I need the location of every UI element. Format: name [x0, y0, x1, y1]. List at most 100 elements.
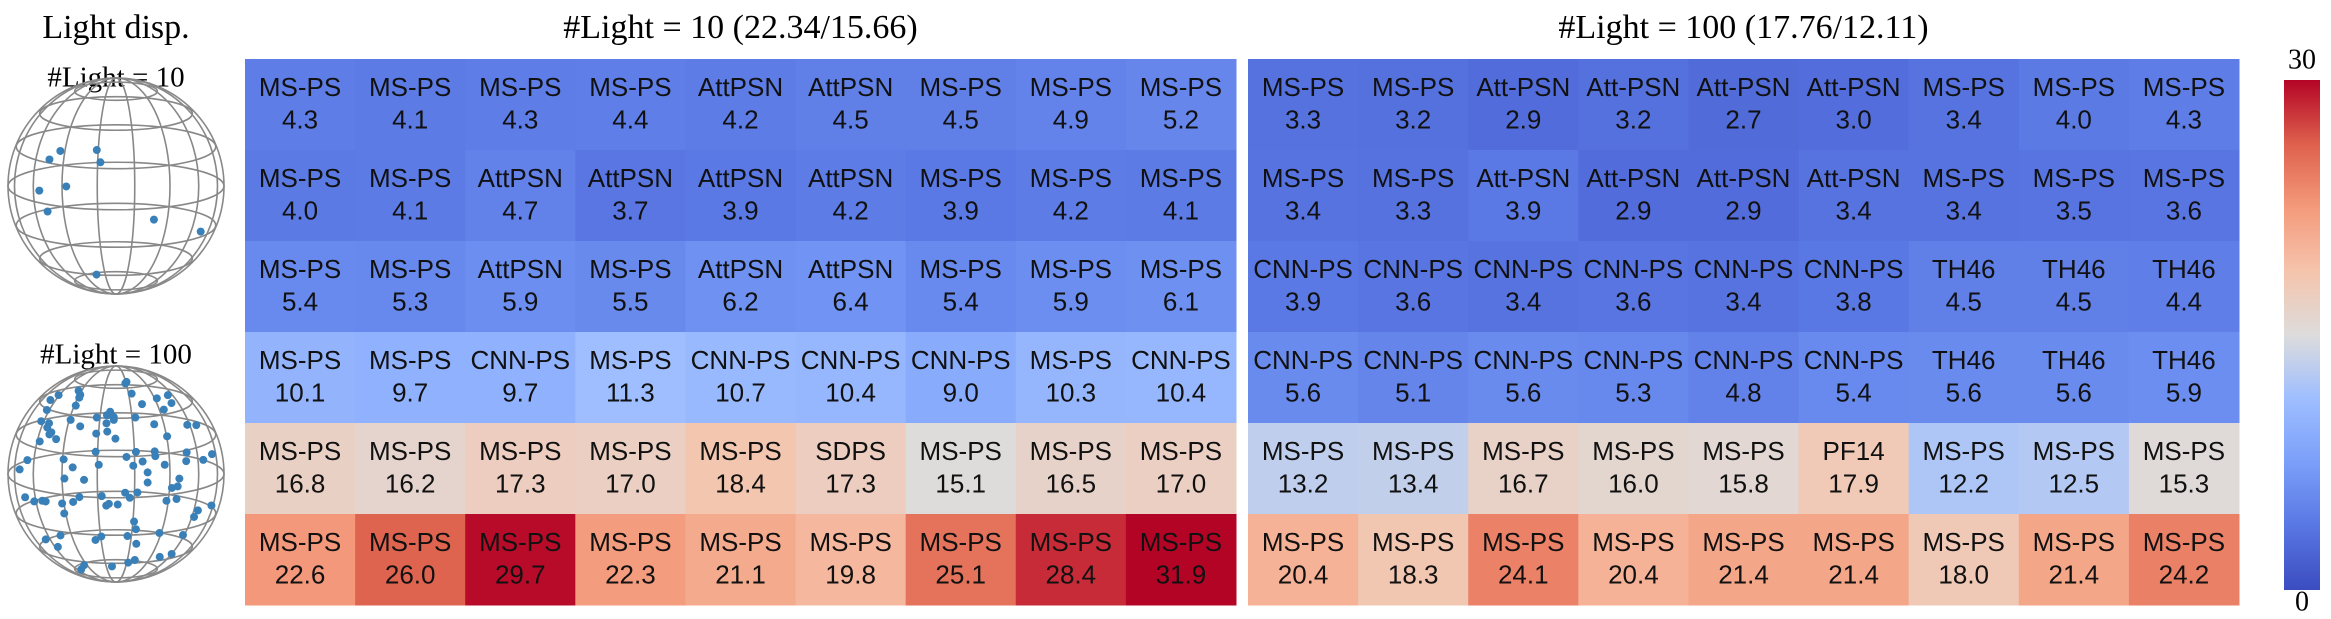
cell-method: CNN-PS: [470, 345, 570, 375]
cell-value: 28.4: [1046, 560, 1097, 590]
light-dot: [92, 429, 101, 438]
cell-value: 21.4: [1828, 560, 1879, 590]
latitude: [38, 95, 194, 132]
light-dot: [75, 493, 84, 502]
cell: [685, 514, 797, 606]
cell-method: MS-PS: [1482, 527, 1564, 557]
cell-method: CNN-PS: [1131, 345, 1231, 375]
longitude: [61, 77, 171, 295]
cell: [1798, 59, 1910, 151]
cell-method: CNN-PS: [1363, 345, 1463, 375]
cell-value: 4.5: [2056, 287, 2092, 317]
cell-method: Att-PSN: [1476, 72, 1570, 102]
cell: [1125, 241, 1237, 333]
cell: [1908, 332, 2020, 424]
left-title: Light disp.: [42, 9, 189, 46]
cell-value: 2.7: [1725, 105, 1761, 135]
colorbar-min: 0: [2295, 586, 2309, 617]
cell-method: Att-PSN: [1697, 163, 1791, 193]
cell-method: AttPSN: [698, 163, 783, 193]
cell-value: 4.1: [392, 196, 428, 226]
light-dot: [42, 406, 51, 415]
cell: [795, 332, 907, 424]
cell-method: MS-PS: [1923, 72, 2005, 102]
cell-value: 10.4: [825, 378, 876, 408]
cell-value: 3.6: [2166, 196, 2202, 226]
cell-value: 3.2: [1395, 105, 1431, 135]
cell-value: 2.9: [1725, 196, 1761, 226]
cell: [1688, 150, 1800, 242]
cell-value: 4.2: [722, 105, 758, 135]
cell-method: MS-PS: [1030, 72, 1112, 102]
cell: [1578, 514, 1689, 606]
cell-method: MS-PS: [1372, 527, 1454, 557]
cell-method: MS-PS: [1030, 527, 1112, 557]
cell-value: 3.4: [1946, 105, 1982, 135]
cell-value: 4.8: [1725, 378, 1761, 408]
latitude: [7, 449, 225, 499]
cell-value: 5.6: [1946, 378, 1982, 408]
cell-value: 12.5: [2049, 469, 2100, 499]
cell: [355, 241, 466, 333]
light-dot: [172, 495, 181, 504]
cell: [575, 150, 686, 242]
latitude: [73, 369, 159, 390]
cell: [1578, 241, 1689, 333]
light-dot: [30, 497, 39, 506]
light-dot: [130, 556, 139, 565]
cell-value: 13.4: [1388, 469, 1439, 499]
light-dot: [155, 529, 164, 538]
cell-value: 6.2: [722, 287, 758, 317]
cell-value: 16.8: [275, 469, 326, 499]
cell: [245, 423, 356, 515]
cell: [1468, 150, 1579, 242]
cell-value: 21.4: [1718, 560, 1769, 590]
colorbar: [2284, 80, 2320, 590]
cell-method: MS-PS: [920, 436, 1002, 466]
cell-value: 5.4: [282, 287, 318, 317]
light-dot: [192, 421, 201, 430]
cell: [795, 59, 907, 151]
cell-value: 16.0: [1608, 469, 1659, 499]
light-dot: [21, 493, 30, 502]
light-dot: [54, 391, 63, 400]
cell-method: CNN-PS: [691, 345, 791, 375]
cell-method: MS-PS: [1592, 527, 1674, 557]
cell-method: MS-PS: [259, 527, 341, 557]
cell-method: Att-PSN: [1807, 72, 1901, 102]
light-dot: [123, 532, 132, 541]
longitude: [13, 77, 219, 295]
cell-value: 17.3: [825, 469, 876, 499]
cell-method: MS-PS: [589, 72, 671, 102]
cell-method: MS-PS: [1372, 163, 1454, 193]
light-dot: [138, 457, 147, 466]
cell-method: TH46: [2152, 254, 2216, 284]
light-dot: [92, 413, 101, 422]
cell-value: 24.2: [2159, 560, 2210, 590]
latitude: [15, 490, 217, 537]
cell-value: 4.5: [943, 105, 979, 135]
cell: [355, 423, 466, 515]
light-dot: [60, 474, 69, 483]
cell-value: 17.9: [1828, 469, 1879, 499]
latitude: [73, 270, 159, 291]
cell: [685, 150, 797, 242]
cell: [2128, 241, 2240, 333]
cell: [1015, 514, 1127, 606]
light-dot: [104, 499, 113, 508]
cell: [1358, 332, 1469, 424]
cell-value: 3.9: [1505, 196, 1541, 226]
cell-value: 3.4: [1505, 287, 1541, 317]
cell-value: 25.1: [935, 560, 986, 590]
cell-method: CNN-PS: [1363, 254, 1463, 284]
panel-title: #Light = 100 (17.76/12.11): [1558, 9, 1928, 46]
cell-method: MS-PS: [259, 436, 341, 466]
cell-method: MS-PS: [479, 527, 561, 557]
light-dot: [69, 497, 78, 506]
cell: [905, 514, 1017, 606]
cell-method: Att-PSN: [1586, 72, 1680, 102]
cell: [1468, 59, 1579, 151]
light-dot: [45, 155, 54, 164]
cell-method: MS-PS: [1030, 163, 1112, 193]
cell-method: MS-PS: [1702, 527, 1784, 557]
